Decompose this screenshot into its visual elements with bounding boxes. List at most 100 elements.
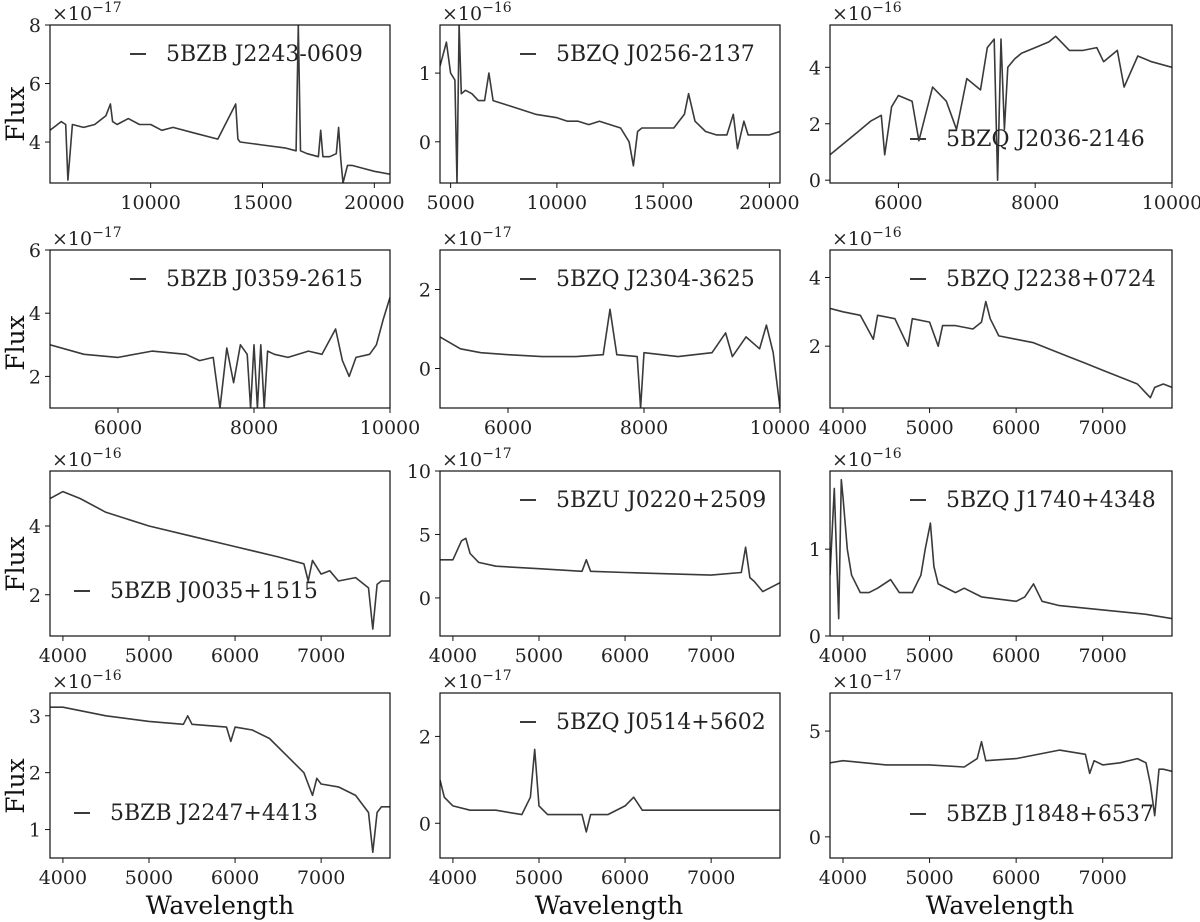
scale-multiplier: ×10−17 (832, 668, 902, 693)
spectrum-panel: 4000 5000 6000 7000 0 5 ×10−17 5BZB J1848+6537 (809, 668, 1173, 889)
y-tick-label: 2 (809, 114, 821, 136)
y-axis-label: Flux (1, 315, 30, 371)
legend-label: 5BZB J2247+4413 (110, 801, 318, 826)
spectrum-panel: 4000 5000 6000 7000 2 4 ×10−16 5BZQ J2238+0724 (809, 225, 1173, 439)
x-tick-label: 7000 (1079, 867, 1127, 889)
y-axis-label: Flux (1, 758, 30, 814)
y-tick-label: 6 (29, 240, 41, 262)
spectrum-line (50, 706, 390, 854)
x-tick-label: 4000 (429, 867, 477, 889)
x-tick-label: 4000 (39, 867, 87, 889)
y-tick-label: 0 (419, 588, 431, 610)
x-tick-label: 10000 (360, 417, 420, 439)
spectrum-panel: 6000 8000 10000 0 2 ×10−17 5BZQ J2304-3625 (419, 225, 810, 439)
x-tick-label: 7000 (297, 867, 345, 889)
x-tick-label: 7000 (297, 645, 345, 667)
x-tick-label: 7000 (687, 867, 735, 889)
y-tick-label: 1 (29, 820, 41, 842)
spectrum-panel: 4000 5000 6000 7000 0 1 ×10−16 5BZQ J1740+4348 (809, 446, 1173, 667)
x-tick-label: 7000 (687, 645, 735, 667)
plot-frame (829, 24, 1173, 184)
scale-multiplier: ×10−17 (442, 668, 512, 693)
spectrum-line (830, 35, 1172, 181)
spectrum-panel: 4000 5000 6000 7000 0 5 10 ×10−17 5BZU J0220+250… (407, 446, 781, 667)
legend-label: 5BZU J0220+2509 (556, 488, 766, 513)
y-tick-label: 2 (29, 366, 41, 388)
legend-label: 5BZQ J0256-2137 (556, 42, 755, 67)
x-axis-label: Wavelength (535, 891, 683, 920)
plot-frame (49, 24, 391, 184)
legend-label: 5BZQ J2036-2146 (946, 127, 1145, 152)
y-tick-label: 2 (809, 336, 821, 358)
y-tick-label: 0 (809, 827, 821, 849)
x-tick-label: 4000 (819, 645, 867, 667)
y-tick-label: 0 (809, 170, 821, 192)
x-tick-label: 6000 (211, 867, 259, 889)
x-tick-label: 10000 (120, 192, 180, 214)
x-tick-label: 6000 (211, 645, 259, 667)
y-tick-label: 1 (419, 63, 431, 85)
x-tick-label: 5000 (905, 867, 953, 889)
plot-frame (49, 249, 391, 409)
spectrum-line (440, 308, 780, 408)
spectrum-line (830, 300, 1172, 399)
y-tick-label: 0 (419, 132, 431, 154)
scale-multiplier: ×10−16 (52, 446, 122, 471)
scale-multiplier: ×10−17 (52, 225, 122, 250)
x-tick-label: 5000 (125, 645, 173, 667)
plot-frame (439, 24, 781, 184)
y-tick-label: 0 (419, 813, 431, 835)
x-tick-label: 20000 (344, 192, 404, 214)
x-tick-label: 6000 (992, 867, 1040, 889)
plot-frame (439, 470, 781, 637)
y-tick-label: 2 (419, 280, 431, 302)
spectrum-line (440, 25, 780, 183)
y-axis-labels: Flux Flux Flux Flux (1, 86, 30, 814)
y-tick-label: 2 (29, 763, 41, 785)
y-tick-label: 2 (419, 726, 431, 748)
x-tick-label: 4000 (39, 645, 87, 667)
x-tick-label: 6000 (601, 645, 649, 667)
spectrum-panel: 6000 8000 10000 0 2 4 ×10−16 5BZQ J2036-2146 (809, 0, 1200, 214)
legend-label: 5BZB J0359-2615 (166, 267, 363, 292)
scale-multiplier: ×10−17 (442, 446, 512, 471)
x-axis-labels: Wavelength Wavelength Wavelength (146, 891, 1074, 920)
x-axis-label: Wavelength (926, 891, 1074, 920)
plot-frame (829, 470, 1173, 637)
y-tick-label: 10 (407, 461, 431, 483)
plot-frame (439, 692, 781, 859)
spectrum-line (50, 25, 390, 183)
spectrum-line (830, 740, 1172, 817)
y-tick-label: 4 (29, 303, 41, 325)
y-axis-label: Flux (1, 86, 30, 142)
plot-frame (49, 470, 391, 637)
spectrum-line (830, 478, 1172, 620)
y-tick-label: 3 (29, 706, 41, 728)
x-tick-label: 10000 (1142, 192, 1200, 214)
scale-multiplier: ×10−16 (832, 446, 902, 471)
y-tick-label: 0 (809, 626, 821, 648)
x-tick-label: 5000 (905, 645, 953, 667)
spectrum-panel: 10000 15000 20000 4 6 8 ×10−17 5BZB J2243-0609 (29, 0, 405, 214)
x-tick-label: 6000 (601, 867, 649, 889)
spectrum-line (440, 537, 780, 593)
x-tick-label: 8000 (230, 417, 278, 439)
x-tick-label: 5000 (125, 867, 173, 889)
x-tick-label: 7000 (1079, 417, 1127, 439)
scale-multiplier: ×10−16 (832, 225, 902, 250)
x-tick-label: 4000 (819, 867, 867, 889)
y-tick-label: 4 (809, 267, 821, 289)
y-tick-label: 2 (29, 585, 41, 607)
x-tick-label: 6000 (992, 417, 1040, 439)
legend-label: 5BZQ J0514+5602 (556, 710, 766, 735)
spectrum-line (50, 490, 390, 630)
x-tick-label: 4000 (819, 417, 867, 439)
x-tick-label: 7000 (1079, 645, 1127, 667)
spectrum-line (50, 297, 390, 408)
legend-label: 5BZB J2243-0609 (166, 42, 363, 67)
y-axis-label: Flux (1, 536, 30, 592)
spectrum-panel: 6000 8000 10000 2 4 6 ×10−17 5BZB J0359-2615 (29, 225, 420, 439)
legend-label: 5BZQ J2304-3625 (556, 267, 755, 292)
